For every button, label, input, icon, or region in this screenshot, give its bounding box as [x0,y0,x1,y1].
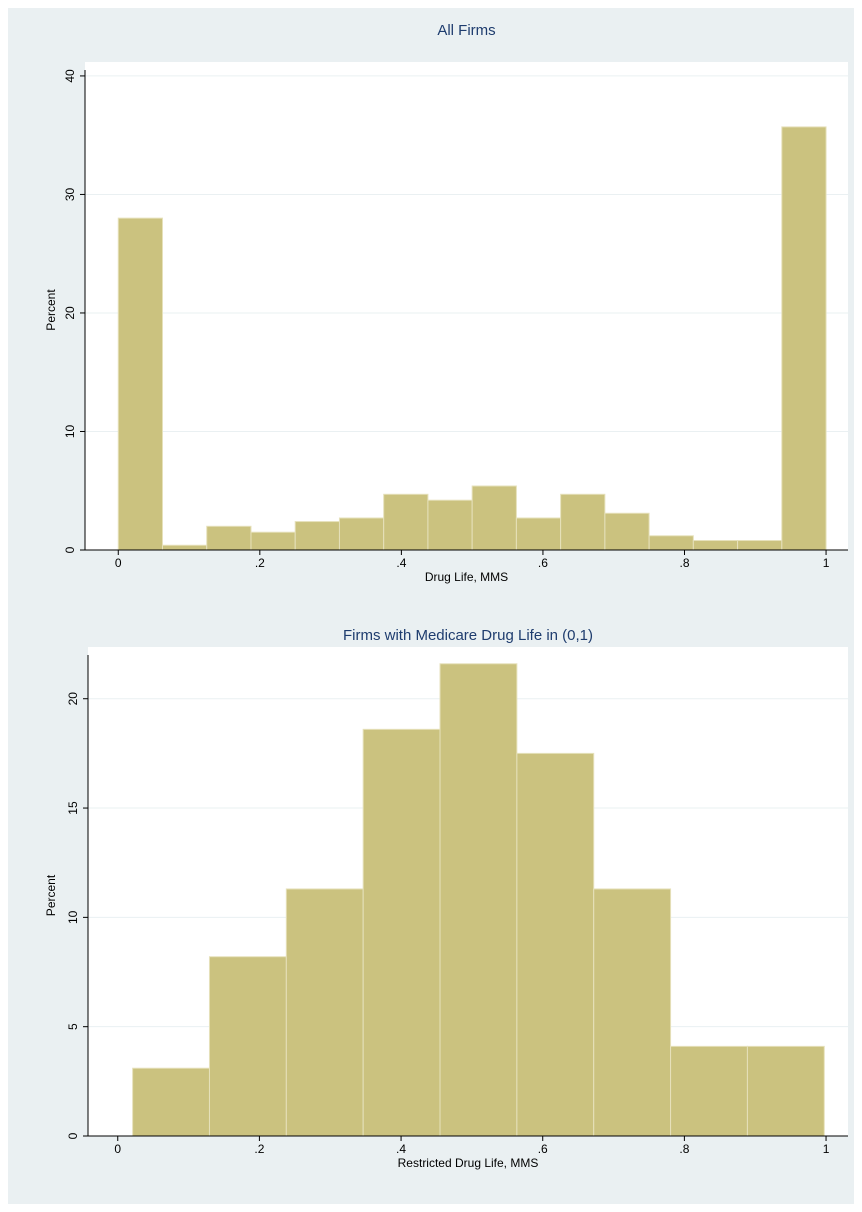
y-tick-label: 20 [66,692,80,706]
bar [516,752,595,1137]
bar [648,535,694,551]
bar [471,485,517,551]
bar [737,540,783,551]
bar [208,956,287,1137]
y-tick-label: 10 [66,910,80,924]
x-tick-label: 0 [114,1142,121,1156]
x-tick-label: .2 [255,556,265,570]
x-axis-title: Restricted Drug Life, MMS [398,1156,539,1170]
x-tick-label: 1 [823,556,830,570]
bar [362,728,441,1137]
x-tick-label: 1 [823,1142,830,1156]
y-tick-label: 30 [63,187,77,201]
x-tick-label: 0 [115,556,122,570]
x-axis-title: Drug Life, MMS [425,570,508,584]
y-tick-label: 0 [66,1132,80,1139]
bar [427,499,473,551]
x-tick-label: .8 [679,1142,689,1156]
x-tick-label: .6 [538,556,548,570]
bar [206,525,252,551]
x-tick-label: .4 [396,556,406,570]
x-tick-label: .8 [679,556,689,570]
y-tick-label: 15 [66,801,80,815]
bar [781,126,827,551]
bar [670,1045,748,1137]
bar [560,493,606,551]
y-tick-label: 10 [63,424,77,438]
y-tick-label: 5 [66,1023,80,1030]
y-axis-title: Percent [44,289,58,331]
chart-title: All Firms [437,22,495,39]
y-tick-label: 0 [63,546,77,553]
bar [132,1067,210,1137]
bar [383,493,429,551]
y-tick-label: 20 [63,306,77,320]
x-tick-label: .4 [396,1142,406,1156]
bar [294,521,340,551]
bar [515,517,562,551]
bar [593,888,672,1137]
bar [746,1045,825,1137]
bar [117,217,164,551]
y-axis-title: Percent [44,874,58,916]
bar [338,517,385,551]
bar [439,663,518,1137]
bar [162,544,208,551]
bar [250,531,296,551]
x-tick-label: .2 [254,1142,264,1156]
chart-title: Firms with Medicare Drug Life in (0,1) [343,627,593,644]
x-tick-label: .6 [538,1142,548,1156]
bar [285,888,364,1137]
y-tick-label: 40 [63,69,77,83]
bar [604,512,650,551]
plot-area [85,62,848,550]
bar [692,540,739,551]
